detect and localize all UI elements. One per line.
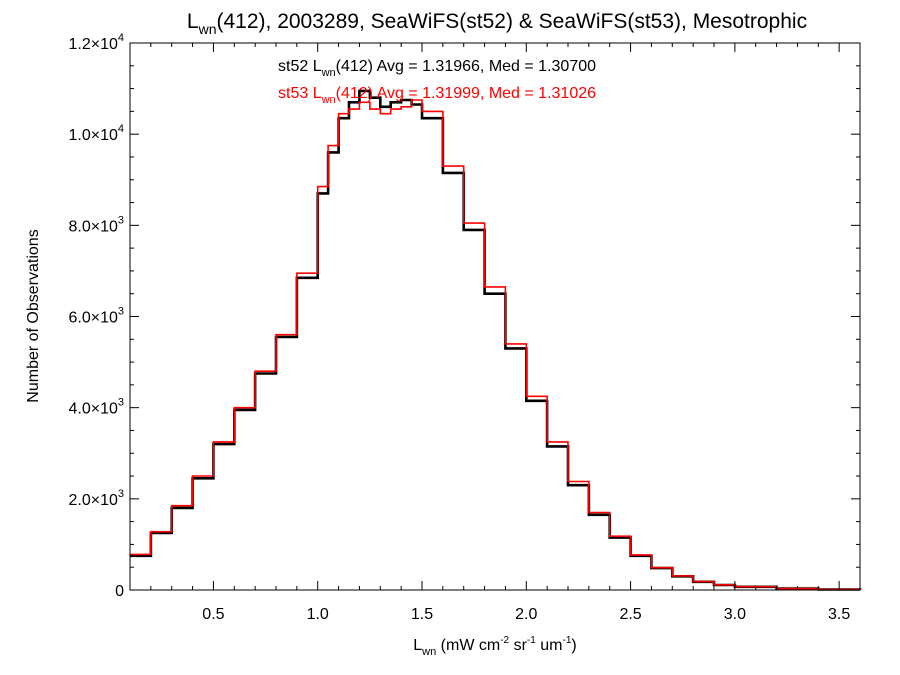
- x-tick-label: 2.5: [619, 606, 641, 623]
- x-axis: 0.5 1.0 1.5 2.0 2.5 3.0 3.5: [129, 43, 861, 623]
- y-axis-label: Number of Observations: [25, 229, 42, 402]
- x-tick-label: 3.0: [724, 606, 746, 623]
- y-tick-label: 1.2×104: [68, 32, 124, 53]
- chart-title: Lwn(412), 2003289, SeaWiFS(st52) & SeaWi…: [187, 10, 807, 37]
- x-axis-label: Lwn (mW cm-2 sr-1 um-1): [413, 635, 576, 658]
- series-st53-line: [130, 99, 861, 591]
- x-tick-label: 1.0: [307, 606, 329, 623]
- y-tick-label: 0: [115, 583, 124, 600]
- annotation-st53: st53 Lwn(412) Avg = 1.31999, Med = 1.310…: [278, 85, 596, 106]
- x-tick-label: 1.5: [411, 606, 433, 623]
- y-tick-label: 2.0×103: [68, 488, 124, 509]
- legend-annotations: st52 Lwn(412) Avg = 1.31966, Med = 1.307…: [278, 58, 596, 106]
- annotation-st52: st52 Lwn(412) Avg = 1.31966, Med = 1.307…: [278, 58, 596, 79]
- y-tick-label: 6.0×103: [68, 306, 124, 327]
- y-tick-label: 4.0×103: [68, 397, 124, 418]
- x-tick-label: 2.0: [515, 606, 537, 623]
- x-tick-label: 3.5: [828, 606, 850, 623]
- y-tick-label: 8.0×103: [68, 214, 124, 235]
- y-axis: 0 2.0×103 4.0×103 6.0×103 8.0×103 1.0×104 1.2×…: [68, 32, 860, 600]
- y-tick-label: 1.0×104: [68, 123, 124, 144]
- series-layer: [130, 89, 862, 591]
- x-tick-label: 0.5: [202, 606, 224, 623]
